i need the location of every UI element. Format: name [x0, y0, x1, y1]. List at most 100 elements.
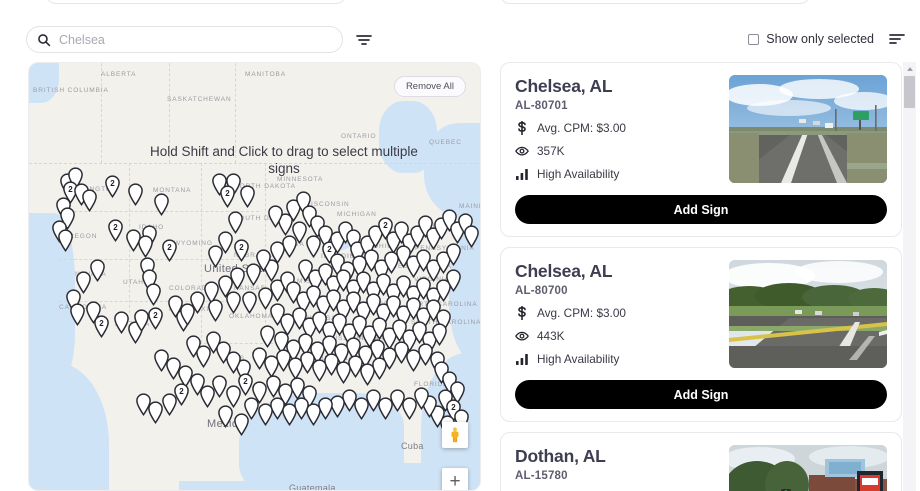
results-list[interactable]: Chelsea, AL AL-80701 Avg. CPM: $3.00 357K Hi… [500, 62, 902, 491]
map-pin[interactable] [243, 397, 260, 420]
map-pin[interactable] [225, 291, 242, 314]
map-pin-cluster[interactable]: 2 [93, 315, 110, 338]
map-pin[interactable] [365, 389, 382, 412]
map-pin[interactable] [365, 293, 382, 316]
map-pin[interactable] [125, 229, 142, 252]
map-pin[interactable] [431, 323, 448, 346]
map-pin[interactable] [81, 189, 98, 212]
map-pin[interactable] [347, 355, 364, 378]
map-pin[interactable] [355, 271, 372, 294]
map-pin[interactable] [293, 397, 310, 420]
map-pin[interactable] [291, 221, 308, 244]
map-pin[interactable] [311, 311, 328, 334]
map-pin[interactable] [395, 275, 412, 298]
map-pin[interactable] [393, 221, 410, 244]
map-pin[interactable] [305, 235, 322, 258]
map-pin[interactable] [415, 249, 432, 272]
map-pin[interactable] [269, 397, 286, 420]
map-pin[interactable] [217, 231, 234, 254]
scroll-up-arrow-icon[interactable] [903, 62, 916, 75]
sign-card[interactable]: Chelsea, AL AL-80700 Avg. CPM: $3.00 443K Hi… [500, 247, 902, 422]
sign-photo-downtown-billboard[interactable] [729, 445, 887, 491]
map-pin[interactable] [211, 375, 228, 398]
show-only-selected-checkbox[interactable] [748, 33, 760, 45]
map-pin[interactable] [331, 313, 348, 336]
map-pin[interactable] [153, 193, 170, 216]
map-pin[interactable] [291, 307, 308, 330]
map-pin[interactable] [401, 397, 418, 420]
map-pin[interactable] [269, 303, 286, 326]
map-pin[interactable] [463, 225, 480, 248]
map-pin[interactable] [405, 297, 422, 320]
map-pin[interactable] [113, 311, 130, 334]
map-pin[interactable] [153, 349, 170, 372]
map-pin[interactable] [239, 185, 256, 208]
map-pin[interactable] [207, 299, 224, 322]
map-pin[interactable] [69, 303, 86, 326]
map-pin[interactable] [217, 275, 234, 298]
filter-icon[interactable] [355, 32, 373, 48]
map-pin[interactable] [337, 221, 354, 244]
map-pin[interactable] [207, 245, 224, 268]
map-pin[interactable] [57, 229, 74, 252]
map-pin[interactable] [425, 299, 442, 322]
map-pin[interactable] [375, 273, 392, 296]
map-pin[interactable] [417, 215, 434, 238]
map-pin[interactable] [301, 205, 318, 228]
add-sign-button[interactable]: Add Sign [515, 380, 887, 409]
scrollbar-thumb[interactable] [904, 76, 915, 108]
map-panel[interactable]: BRITISH COLUMBIA ALBERTA SASKATCHEWAN MANIT… [28, 62, 481, 491]
map-pin[interactable] [167, 295, 184, 318]
map-pin[interactable] [75, 271, 92, 294]
map-pin[interactable] [317, 263, 334, 286]
map-pin[interactable] [259, 325, 276, 348]
map-pin[interactable] [135, 393, 152, 416]
results-scrollbar[interactable] [903, 62, 916, 491]
map-pin[interactable] [233, 413, 250, 436]
map-pin[interactable] [441, 209, 458, 232]
map-pin[interactable] [59, 207, 76, 230]
map-pin[interactable] [413, 387, 430, 410]
map-pin[interactable] [245, 263, 262, 286]
sign-card[interactable]: Chelsea, AL AL-80701 Avg. CPM: $3.00 357K Hi… [500, 62, 902, 237]
map-pin[interactable] [393, 341, 410, 364]
map-pin-cluster[interactable]: 2 [161, 239, 178, 262]
map-pin[interactable] [161, 393, 178, 416]
map-pin[interactable] [211, 173, 228, 196]
map-pin[interactable] [351, 315, 368, 338]
map-pin[interactable] [281, 235, 298, 258]
map-pin[interactable] [323, 353, 340, 376]
show-only-selected-toggle[interactable]: Show only selected [748, 32, 874, 46]
search-input[interactable] [59, 27, 332, 52]
map-pin-cluster[interactable]: 2 [233, 239, 250, 262]
map-pin-cluster[interactable]: 2 [107, 219, 124, 242]
search-box[interactable] [26, 26, 343, 53]
map-pin[interactable] [267, 205, 284, 228]
map-pin[interactable] [205, 331, 222, 354]
map-pin[interactable] [241, 291, 258, 314]
map-pin[interactable] [389, 389, 406, 412]
map-pin[interactable] [395, 245, 412, 268]
map-pin[interactable] [265, 375, 282, 398]
map-pin[interactable] [417, 343, 434, 366]
map-pin[interactable] [297, 259, 314, 282]
map-pin[interactable] [73, 183, 90, 206]
map-pin[interactable] [305, 285, 322, 308]
map-pin[interactable] [437, 389, 454, 412]
map-pin[interactable] [341, 389, 358, 412]
map-pin[interactable] [227, 211, 244, 234]
map-pin[interactable] [133, 309, 150, 332]
sign-photo-highway-us280[interactable] [729, 75, 887, 183]
map-pin[interactable] [299, 351, 316, 374]
map-pin[interactable] [415, 277, 432, 300]
map-pin[interactable] [217, 405, 234, 428]
map-pin[interactable] [251, 347, 268, 370]
map-pin[interactable] [385, 295, 402, 318]
map-pin[interactable] [251, 381, 268, 404]
map-pin[interactable] [345, 291, 362, 314]
map-pin[interactable] [127, 183, 144, 206]
map-pin[interactable] [255, 249, 272, 272]
map-pin[interactable] [363, 249, 380, 272]
map-pin[interactable] [145, 283, 162, 306]
